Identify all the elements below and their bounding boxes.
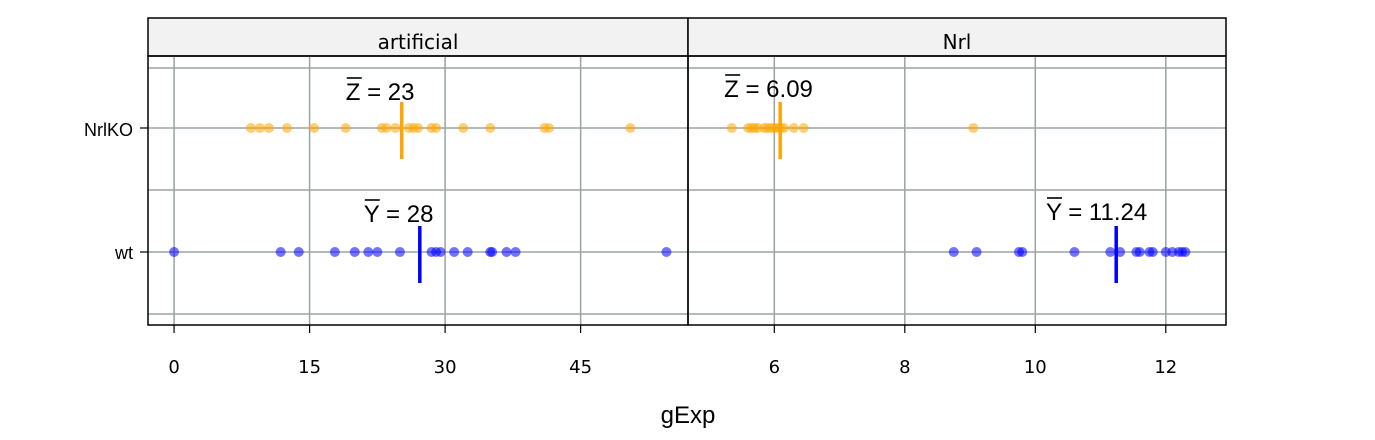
x-tick-label-1-0: 6 — [769, 357, 780, 378]
data-point-0-0-7 — [381, 123, 392, 133]
category-label-wt: wt — [114, 243, 133, 263]
data-point-0-1-12 — [462, 247, 473, 257]
x-tick-label-0-3: 45 — [569, 357, 592, 378]
data-point-1-1-0 — [948, 247, 959, 257]
data-point-0-0-18 — [625, 123, 636, 133]
data-point-0-1-1 — [275, 247, 286, 257]
mean-label-0-0: Z = 23 — [346, 79, 415, 106]
x-tick-label-1-3: 12 — [1154, 357, 1177, 378]
data-point-1-1-3 — [1017, 247, 1028, 257]
data-point-0-1-10 — [435, 247, 446, 257]
data-point-0-1-2 — [293, 247, 304, 257]
data-point-0-0-5 — [340, 123, 351, 133]
data-point-0-1-6 — [372, 247, 383, 257]
data-point-0-0-13 — [431, 123, 442, 133]
data-point-1-1-10 — [1147, 247, 1158, 257]
data-point-1-1-8 — [1134, 247, 1145, 257]
mean-label-1-0: Z = 6.09 — [724, 76, 813, 103]
data-point-0-0-2 — [263, 123, 274, 133]
data-point-1-0-12 — [788, 123, 799, 133]
data-point-0-0-14 — [458, 123, 469, 133]
panel-frame-1 — [687, 55, 1227, 326]
x-tick-label-0-1: 15 — [298, 357, 321, 378]
data-point-1-1-4 — [1069, 247, 1080, 257]
x-tick-label-1-1: 8 — [899, 357, 910, 378]
data-point-0-0-4 — [309, 123, 320, 133]
data-point-1-0-14 — [968, 123, 979, 133]
panel-title-0: artificial — [378, 30, 459, 54]
x-tick-label-0-2: 30 — [434, 357, 457, 378]
data-point-0-0-3 — [282, 123, 292, 133]
data-point-0-1-15 — [501, 247, 512, 257]
x-axis-label: gExp — [661, 402, 716, 429]
data-point-0-1-4 — [349, 247, 360, 257]
data-point-0-1-11 — [449, 247, 460, 257]
mean-label-1-1: Y = 11.24 — [1046, 199, 1147, 226]
data-point-1-1-1 — [971, 247, 982, 257]
panel-title-1: Nrl — [943, 30, 972, 54]
data-point-1-1-5 — [1105, 247, 1116, 257]
data-point-0-1-16 — [510, 247, 521, 257]
data-point-0-1-14 — [487, 247, 498, 257]
data-point-0-1-17 — [661, 247, 672, 257]
x-tick-label-0-0: 0 — [168, 357, 179, 378]
data-point-0-1-7 — [394, 247, 405, 257]
panel-strip-1 — [687, 17, 1227, 57]
data-point-0-1-0 — [169, 247, 180, 257]
data-point-0-0-17 — [544, 123, 554, 133]
data-point-0-0-1 — [254, 123, 265, 133]
data-point-0-0-11 — [413, 123, 423, 133]
x-tick-label-1-2: 10 — [1024, 357, 1047, 378]
mean-label-0-1: Y = 28 — [364, 201, 434, 228]
data-point-1-0-0 — [726, 123, 737, 133]
panel-strip-0 — [147, 17, 689, 57]
data-point-0-0-15 — [485, 123, 496, 133]
data-point-0-1-3 — [329, 247, 340, 257]
data-point-0-0-0 — [245, 123, 256, 133]
category-label-nrlko: NrlKO — [84, 120, 133, 140]
data-point-0-0-8 — [390, 123, 401, 133]
data-point-1-0-13 — [798, 123, 809, 133]
data-point-1-1-15 — [1180, 247, 1191, 257]
data-point-0-1-5 — [363, 247, 374, 257]
